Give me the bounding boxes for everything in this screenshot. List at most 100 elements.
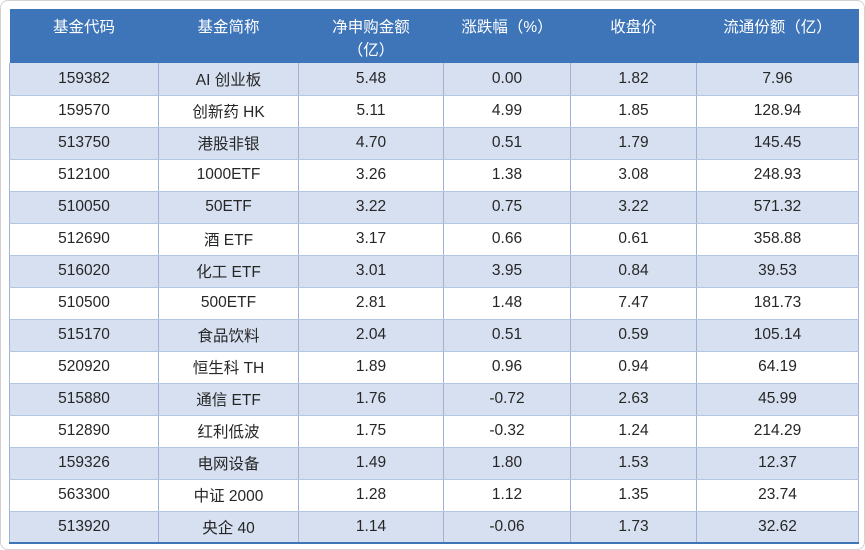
table-row: 513750 港股非银 4.70 0.51 1.79 145.45: [9, 126, 859, 160]
cell-name: 食品饮料: [158, 318, 299, 352]
column-header-close-price: 收盘价: [570, 9, 697, 63]
cell-code: 159326: [9, 446, 159, 480]
cell-name: 恒生科 TH: [158, 350, 299, 384]
table-row: 516020 化工 ETF 3.01 3.95 0.84 39.53: [9, 254, 859, 288]
cell-net_purchase: 4.70: [298, 126, 444, 160]
cell-net_purchase: 1.28: [298, 478, 444, 512]
cell-code: 516020: [9, 254, 159, 288]
cell-change_pct: 1.80: [443, 446, 571, 480]
column-header-label: 收盘价: [610, 19, 657, 36]
cell-close_price: 1.73: [570, 510, 697, 544]
table-row: 512890 红利低波 1.75 -0.32 1.24 214.29: [9, 414, 859, 448]
cell-change_pct: -0.06: [443, 510, 571, 544]
cell-code: 520920: [9, 350, 159, 384]
cell-net_purchase: 2.04: [298, 318, 444, 352]
cell-code: 510500: [9, 286, 159, 320]
column-header-label: 涨跌幅（%）: [461, 19, 553, 36]
column-header-label: 净申购金额: [332, 19, 410, 36]
cell-close_price: 1.24: [570, 414, 697, 448]
cell-change_pct: 1.48: [443, 286, 571, 320]
cell-close_price: 1.82: [570, 63, 697, 96]
cell-close_price: 1.53: [570, 446, 697, 480]
cell-name: 港股非银: [158, 126, 299, 160]
table-row: 159570 创新药 HK 5.11 4.99 1.85 128.94: [9, 94, 859, 128]
column-header-net-purchase: 净申购金额 （亿）: [298, 9, 444, 63]
cell-name: 通信 ETF: [158, 382, 299, 416]
cell-close_price: 3.22: [570, 190, 697, 224]
cell-float_shares: 45.99: [696, 382, 859, 416]
cell-code: 515170: [9, 318, 159, 352]
cell-net_purchase: 3.01: [298, 254, 444, 288]
cell-close_price: 1.79: [570, 126, 697, 160]
cell-close_price: 0.84: [570, 254, 697, 288]
cell-code: 512100: [9, 158, 159, 192]
cell-net_purchase: 1.89: [298, 350, 444, 384]
cell-float_shares: 32.62: [696, 510, 859, 544]
table-row: 510500 500ETF 2.81 1.48 7.47 181.73: [9, 286, 859, 320]
column-header-label: 基金简称: [197, 19, 260, 36]
cell-net_purchase: 5.48: [298, 63, 444, 96]
cell-close_price: 7.47: [570, 286, 697, 320]
cell-code: 159382: [9, 63, 159, 96]
cell-net_purchase: 1.76: [298, 382, 444, 416]
cell-code: 563300: [9, 478, 159, 512]
table-row: 512690 酒 ETF 3.17 0.66 0.61 358.88: [9, 222, 859, 256]
cell-float_shares: 571.32: [696, 190, 859, 224]
cell-name: 500ETF: [158, 286, 299, 320]
cell-change_pct: 3.95: [443, 254, 571, 288]
cell-change_pct: 1.12: [443, 478, 571, 512]
cell-float_shares: 64.19: [696, 350, 859, 384]
cell-code: 510050: [9, 190, 159, 224]
cell-change_pct: 0.51: [443, 126, 571, 160]
cell-net_purchase: 1.14: [298, 510, 444, 544]
cell-net_purchase: 3.17: [298, 222, 444, 256]
cell-float_shares: 12.37: [696, 446, 859, 480]
cell-float_shares: 214.29: [696, 414, 859, 448]
table-row: 520920 恒生科 TH 1.89 0.96 0.94 64.19: [9, 350, 859, 384]
cell-float_shares: 105.14: [696, 318, 859, 352]
cell-close_price: 3.08: [570, 158, 697, 192]
cell-float_shares: 248.93: [696, 158, 859, 192]
cell-float_shares: 23.74: [696, 478, 859, 512]
cell-net_purchase: 2.81: [298, 286, 444, 320]
cell-float_shares: 358.88: [696, 222, 859, 256]
cell-float_shares: 128.94: [696, 94, 859, 128]
cell-close_price: 2.63: [570, 382, 697, 416]
cell-name: 电网设备: [158, 446, 299, 480]
cell-code: 512890: [9, 414, 159, 448]
cell-change_pct: 0.96: [443, 350, 571, 384]
table-row: 159326 电网设备 1.49 1.80 1.53 12.37: [9, 446, 859, 480]
cell-name: 化工 ETF: [158, 254, 299, 288]
cell-name: 央企 40: [158, 510, 299, 544]
table-row: 513920 央企 40 1.14 -0.06 1.73 32.62: [9, 510, 859, 544]
table-row: 515880 通信 ETF 1.76 -0.72 2.63 45.99: [9, 382, 859, 416]
cell-name: 创新药 HK: [158, 94, 299, 128]
cell-close_price: 0.61: [570, 222, 697, 256]
table-row: 563300 中证 2000 1.28 1.12 1.35 23.74: [9, 478, 859, 512]
column-header-fund-code: 基金代码: [9, 9, 159, 63]
cell-net_purchase: 5.11: [298, 94, 444, 128]
cell-change_pct: 4.99: [443, 94, 571, 128]
table-row: 512100 1000ETF 3.26 1.38 3.08 248.93: [9, 158, 859, 192]
cell-change_pct: 0.00: [443, 63, 571, 96]
cell-close_price: 0.59: [570, 318, 697, 352]
cell-name: 50ETF: [158, 190, 299, 224]
cell-net_purchase: 1.49: [298, 446, 444, 480]
cell-change_pct: -0.32: [443, 414, 571, 448]
cell-close_price: 1.35: [570, 478, 697, 512]
column-header-fund-name: 基金简称: [158, 9, 299, 63]
cell-net_purchase: 1.75: [298, 414, 444, 448]
cell-float_shares: 7.96: [696, 63, 859, 96]
header-row: 基金代码 基金简称 净申购金额 （亿） 涨跌幅（%） 收盘价: [9, 9, 859, 63]
fund-flow-table: 基金代码 基金简称 净申购金额 （亿） 涨跌幅（%） 收盘价: [9, 9, 859, 544]
column-header-float-shares: 流通份额（亿）: [696, 9, 859, 63]
table-row: 515170 食品饮料 2.04 0.51 0.59 105.14: [9, 318, 859, 352]
cell-float_shares: 39.53: [696, 254, 859, 288]
column-header-label: 流通份额（亿）: [723, 19, 832, 36]
cell-name: AI 创业板: [158, 63, 299, 96]
cell-code: 513750: [9, 126, 159, 160]
cell-float_shares: 145.45: [696, 126, 859, 160]
cell-change_pct: 0.66: [443, 222, 571, 256]
cell-change_pct: 0.75: [443, 190, 571, 224]
cell-code: 513920: [9, 510, 159, 544]
